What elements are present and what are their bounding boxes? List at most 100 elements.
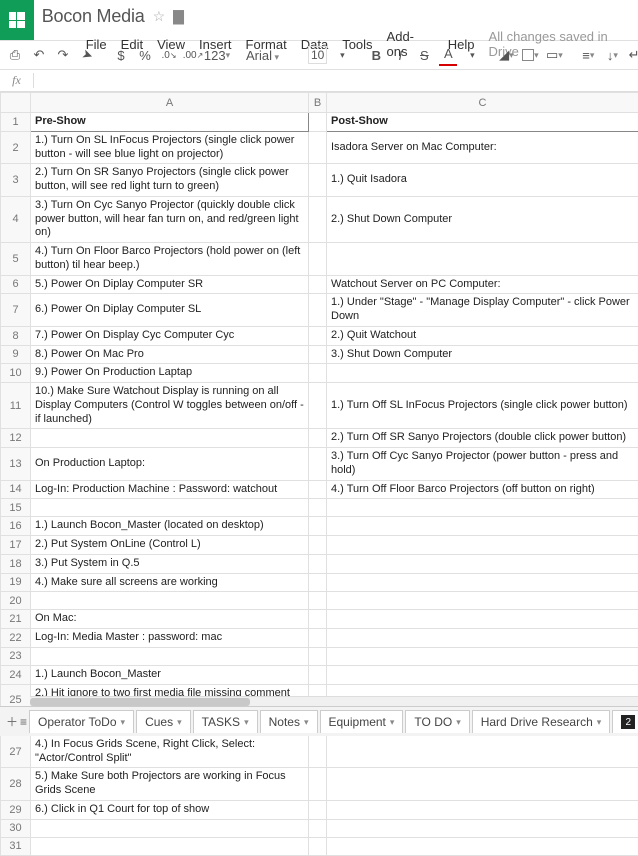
row-header[interactable]: 30: [1, 819, 31, 837]
cell[interactable]: [327, 573, 638, 592]
cell[interactable]: Pre-Show: [31, 113, 309, 132]
cell[interactable]: [309, 629, 327, 648]
row-header[interactable]: 14: [1, 480, 31, 499]
cell[interactable]: Post-Show: [327, 113, 638, 132]
add-sheet-button[interactable]: ＋: [6, 711, 18, 733]
row-header[interactable]: 31: [1, 837, 31, 855]
cell[interactable]: [327, 768, 638, 801]
star-icon[interactable]: ☆: [153, 8, 166, 25]
fill-color-button[interactable]: [497, 44, 515, 66]
row-header[interactable]: 6: [1, 275, 31, 294]
cell[interactable]: 10.) Make Sure Watchout Display is runni…: [31, 383, 309, 429]
number-format-dropdown[interactable]: 123: [208, 44, 226, 66]
cell[interactable]: 2.) Shut Down Computer: [327, 196, 638, 242]
cell[interactable]: [327, 800, 638, 819]
increase-decimal-button[interactable]: .00↗: [184, 44, 202, 66]
cell[interactable]: [327, 536, 638, 555]
tab-todo[interactable]: TO DO▾: [405, 710, 469, 733]
cell[interactable]: [327, 665, 638, 684]
cell[interactable]: 4.) Turn Off Floor Barco Projectors (off…: [327, 480, 638, 499]
sheets-logo[interactable]: [0, 0, 34, 40]
cell[interactable]: 3.) Turn On Cyc Sanyo Projector (quickly…: [31, 196, 309, 242]
cell[interactable]: [309, 294, 327, 327]
percent-format-button[interactable]: %: [136, 44, 154, 66]
row-header[interactable]: 20: [1, 592, 31, 610]
bold-button[interactable]: B: [367, 44, 385, 66]
currency-format-button[interactable]: $: [112, 44, 130, 66]
cell[interactable]: [327, 364, 638, 383]
cell[interactable]: [309, 837, 327, 855]
cell[interactable]: 2.) Quit Watchout: [327, 326, 638, 345]
cell[interactable]: 5.) Make Sure both Projectors are workin…: [31, 768, 309, 801]
cell[interactable]: [309, 383, 327, 429]
tab-notes[interactable]: Notes▾: [260, 710, 318, 733]
cell[interactable]: On Production Laptop:: [31, 448, 309, 481]
borders-button[interactable]: [521, 44, 539, 66]
cell[interactable]: On Mac:: [31, 610, 309, 629]
cell[interactable]: 1.) Launch Bocon_Master: [31, 665, 309, 684]
cell[interactable]: [309, 448, 327, 481]
cell[interactable]: [309, 610, 327, 629]
cell[interactable]: 4.) Make sure all screens are working: [31, 573, 309, 592]
text-color-button[interactable]: A: [439, 44, 457, 66]
tab-tasks[interactable]: TASKS▾: [193, 710, 258, 733]
cell[interactable]: [31, 837, 309, 855]
v-align-button[interactable]: ↓: [603, 44, 621, 66]
cell[interactable]: 1.) Turn Off SL InFocus Projectors (sing…: [327, 383, 638, 429]
cell[interactable]: [309, 573, 327, 592]
cell[interactable]: [31, 647, 309, 665]
row-header[interactable]: 10: [1, 364, 31, 383]
cell[interactable]: 1.) Launch Bocon_Master (located on desk…: [31, 517, 309, 536]
row-header[interactable]: 7: [1, 294, 31, 327]
cell[interactable]: Watchout Server on PC Computer:: [327, 275, 638, 294]
cell[interactable]: 5.) Power On Diplay Computer SR: [31, 275, 309, 294]
col-header-A[interactable]: A: [31, 93, 309, 113]
row-header[interactable]: 27: [1, 735, 31, 768]
row-header[interactable]: 13: [1, 448, 31, 481]
decrease-decimal-button[interactable]: .0↘: [160, 44, 178, 66]
cell[interactable]: [327, 554, 638, 573]
select-all-corner[interactable]: [1, 93, 31, 113]
cell[interactable]: 8.) Power On Mac Pro: [31, 345, 309, 364]
row-header[interactable]: 4: [1, 196, 31, 242]
cell[interactable]: 9.) Power On Production Laptap: [31, 364, 309, 383]
cell[interactable]: [309, 164, 327, 197]
cell[interactable]: 3.) Shut Down Computer: [327, 345, 638, 364]
row-header[interactable]: 1: [1, 113, 31, 132]
cell[interactable]: 4.) In Focus Grids Scene, Right Click, S…: [31, 735, 309, 768]
cell[interactable]: 2.) Put System OnLine (Control L): [31, 536, 309, 555]
cell[interactable]: [309, 326, 327, 345]
row-header[interactable]: 2: [1, 131, 31, 164]
cell[interactable]: [327, 629, 638, 648]
cell[interactable]: 6.) Power On Diplay Computer SL: [31, 294, 309, 327]
row-header[interactable]: 23: [1, 647, 31, 665]
cell[interactable]: [309, 665, 327, 684]
cell[interactable]: [327, 819, 638, 837]
tab-artwork[interactable]: 2Artwork D: [612, 710, 638, 733]
strikethrough-button[interactable]: S: [415, 44, 433, 66]
col-header-C[interactable]: C: [327, 93, 638, 113]
tab-cues[interactable]: Cues▾: [136, 710, 191, 733]
tab-operator-todo[interactable]: Operator ToDo▾: [29, 710, 134, 733]
cell[interactable]: [31, 429, 309, 448]
cell[interactable]: [309, 800, 327, 819]
cell[interactable]: [309, 499, 327, 517]
cell[interactable]: 4.) Turn On Floor Barco Projectors (hold…: [31, 243, 309, 276]
cell[interactable]: [309, 196, 327, 242]
cell[interactable]: [309, 275, 327, 294]
row-header[interactable]: 18: [1, 554, 31, 573]
text-wrap-button[interactable]: ↵: [627, 44, 638, 66]
font-size-dropdown-icon[interactable]: ▾: [333, 44, 351, 66]
horizontal-scrollbar[interactable]: [30, 696, 638, 706]
h-align-button[interactable]: ≡: [579, 44, 597, 66]
cell[interactable]: [309, 131, 327, 164]
row-header[interactable]: 16: [1, 517, 31, 536]
italic-button[interactable]: I: [391, 44, 409, 66]
cell[interactable]: Log-In: Production Machine : Password: w…: [31, 480, 309, 499]
cell[interactable]: Log-In: Media Master : password: mac: [31, 629, 309, 648]
cell[interactable]: [327, 499, 638, 517]
tab-hard-drive-research[interactable]: Hard Drive Research▾: [472, 710, 611, 733]
cell[interactable]: [31, 499, 309, 517]
cell[interactable]: [309, 536, 327, 555]
cell[interactable]: Isadora Server on Mac Computer:: [327, 131, 638, 164]
